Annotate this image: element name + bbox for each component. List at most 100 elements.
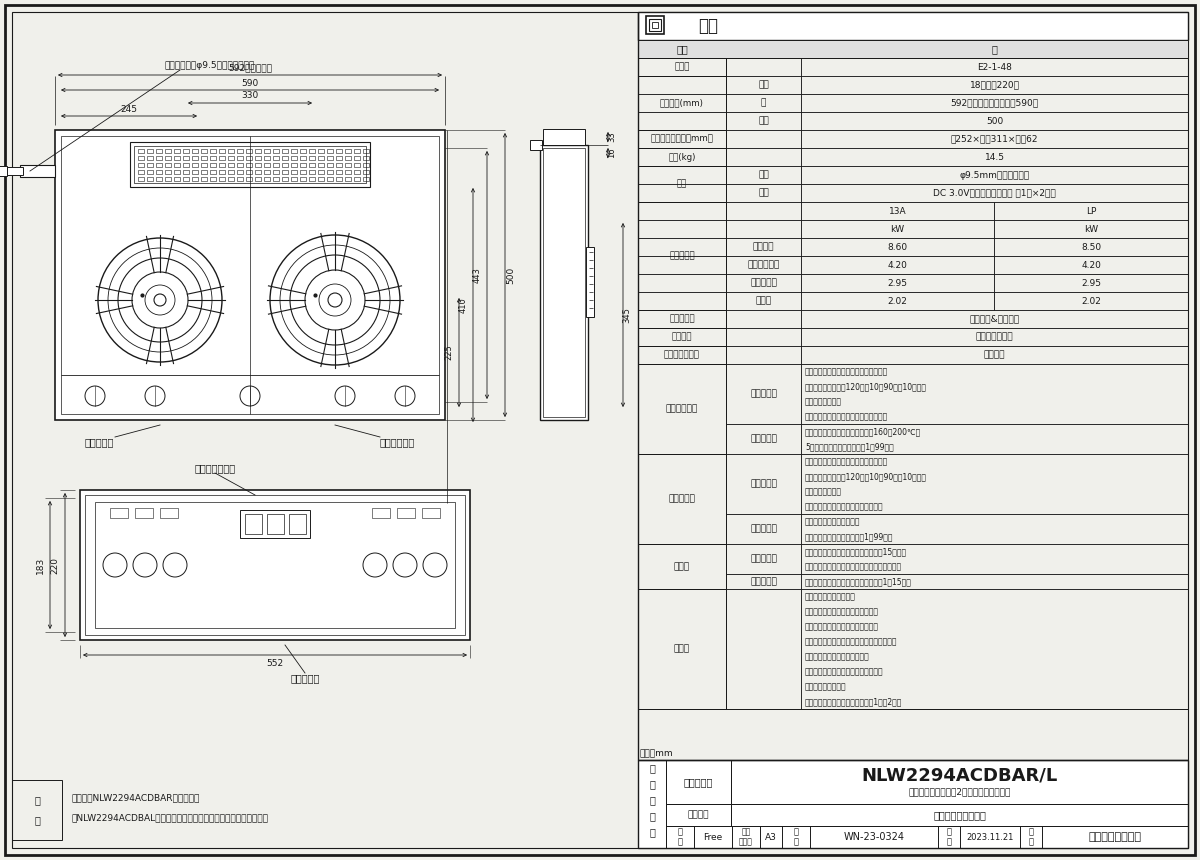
Text: 立消え安全装置、調理油過熱防止装置、: 立消え安全装置、調理油過熱防止装置、 [805, 458, 888, 467]
Bar [726, 130, 802, 148]
Bar [5, 167, 23, 175]
Bar [638, 166, 726, 202]
Bar [782, 826, 810, 848]
Bar [220, 163, 226, 167]
Bar [638, 256, 726, 274]
Bar [638, 310, 726, 328]
Text: 製　品　名: 製 品 名 [684, 777, 713, 787]
Bar [292, 149, 298, 153]
Text: 16: 16 [607, 148, 617, 158]
Bar [264, 163, 270, 167]
Bar [238, 177, 242, 181]
Bar [148, 156, 154, 160]
Bar [638, 130, 726, 148]
Text: 2.95: 2.95 [888, 279, 907, 287]
Bar [256, 156, 262, 160]
Text: オートメニュー機能、タイマー機能（1～15分）: オートメニュー機能、タイマー機能（1～15分） [805, 578, 912, 587]
Bar [300, 156, 306, 160]
Bar [726, 454, 802, 514]
Bar [530, 140, 542, 150]
Bar [726, 202, 802, 220]
Bar [202, 170, 208, 174]
Bar [192, 177, 198, 181]
Text: 調理モード: 調理モード [750, 577, 776, 586]
Bar [202, 163, 208, 167]
Bar [326, 163, 334, 167]
Bar [666, 760, 731, 804]
Bar [274, 177, 278, 181]
Bar [210, 170, 216, 174]
Bar [156, 170, 162, 174]
Bar [246, 177, 252, 181]
Bar [638, 346, 726, 364]
Bar [240, 510, 310, 538]
Bar [182, 156, 190, 160]
Bar [802, 274, 994, 292]
Bar [638, 76, 726, 94]
Bar [354, 149, 360, 153]
Text: 器具栓方式: 器具栓方式 [670, 315, 695, 323]
Bar [638, 328, 726, 346]
Text: 幅252×奥行311×高さ62: 幅252×奥行311×高さ62 [950, 134, 1038, 144]
Bar [802, 589, 1188, 709]
Bar [732, 826, 760, 848]
Bar [138, 177, 144, 181]
Text: ガス消費量: ガス消費量 [670, 251, 695, 261]
Bar [638, 202, 726, 310]
Text: 2.02: 2.02 [1081, 297, 1100, 305]
Bar [166, 149, 172, 153]
Bar [166, 163, 172, 167]
Bar [802, 346, 1188, 364]
Bar [802, 292, 994, 310]
Bar [95, 502, 455, 628]
Bar [282, 163, 288, 167]
Text: 名　称　寸　法　図: 名 称 寸 法 図 [934, 810, 986, 820]
Circle shape [240, 386, 260, 406]
Bar [346, 170, 352, 174]
Circle shape [103, 553, 127, 577]
Bar [802, 76, 1188, 94]
Text: 焦げつき消火機能、異常過熱防止機能、: 焦げつき消火機能、異常過熱防止機能、 [805, 413, 888, 421]
Bar [354, 170, 360, 174]
Bar [192, 156, 198, 160]
Bar [210, 163, 216, 167]
Text: 煮込み機能、タイマー機能（1～99分）: 煮込み機能、タイマー機能（1～99分） [805, 532, 894, 542]
Bar [638, 328, 726, 346]
Bar [994, 202, 1188, 220]
Bar [264, 170, 270, 174]
Bar [731, 760, 1188, 804]
Bar [156, 149, 162, 153]
Bar [192, 149, 198, 153]
Text: 入: 入 [649, 779, 655, 789]
Bar [292, 163, 298, 167]
Text: 安全モード: 安全モード [750, 480, 776, 488]
Bar [138, 156, 144, 160]
Bar [156, 177, 162, 181]
Bar [726, 574, 802, 589]
Bar [182, 177, 190, 181]
Text: 電源: 電源 [758, 188, 769, 198]
Bar [292, 177, 298, 181]
Bar [638, 346, 726, 364]
Bar [802, 238, 994, 256]
Text: 納: 納 [649, 763, 655, 773]
Bar [802, 454, 1188, 514]
Bar [346, 156, 352, 160]
Text: 4.20: 4.20 [888, 261, 907, 269]
Bar [354, 177, 360, 181]
Text: 高火力コンロ: 高火力コンロ [379, 437, 415, 447]
Bar [228, 156, 234, 160]
Bar [0, 166, 7, 176]
Text: 図
番: 図 番 [793, 827, 798, 847]
Bar [1042, 826, 1188, 848]
Bar [354, 156, 360, 160]
Bar [364, 149, 370, 153]
Bar [354, 163, 360, 167]
Bar [138, 170, 144, 174]
Bar [638, 454, 726, 544]
Bar [810, 826, 938, 848]
Bar [220, 156, 226, 160]
Bar [638, 12, 1188, 40]
Bar [202, 149, 208, 153]
Text: 立消え安全装置、消し忘れ消火機能（15分）、: 立消え安全装置、消し忘れ消火機能（15分）、 [805, 548, 907, 556]
